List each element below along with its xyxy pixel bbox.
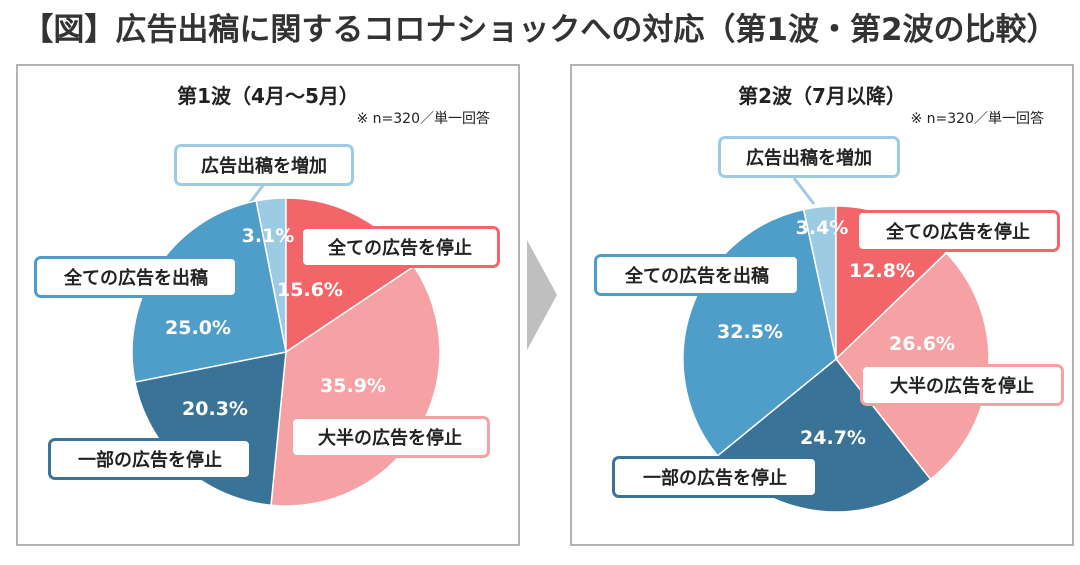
data-label-stop-most: 26.6% — [889, 333, 955, 355]
callout-connector — [792, 177, 816, 205]
page-title: 【図】広告出稿に関するコロナショックへの対応（第1波・第2波の比較） — [22, 12, 1058, 48]
sample-note: ※ n=320／単一回答 — [910, 111, 1044, 127]
legend-label-increase: 広告出稿を増加 — [718, 136, 900, 178]
chart-panel-wave-1: 第1波（4月～5月） ※ n=320／単一回答 広告出稿を増加 全ての広告を停止… — [16, 64, 520, 546]
legend-label-stop-some: 一部の広告を停止 — [612, 456, 818, 498]
data-label-all-placed: 32.5% — [717, 321, 783, 343]
data-label-increase: 3.4% — [795, 217, 849, 239]
legend-label-stop-most: 大半の広告を停止 — [290, 416, 490, 458]
chart-title: 第1波（4月～5月） — [177, 84, 359, 108]
legend-label-all-placed: 全ての広告を出稿 — [594, 254, 800, 296]
data-label-increase: 3.1% — [241, 225, 295, 247]
chart-panel-wave-2: 第2波（7月以降） ※ n=320／単一回答 広告出稿を増加 全ての広告を停止 … — [570, 64, 1074, 546]
legend-label-stop-all: 全ての広告を停止 — [856, 210, 1060, 252]
data-label-stop-most: 35.9% — [320, 375, 386, 397]
legend-label-stop-most: 大半の広告を停止 — [860, 364, 1064, 406]
legend-label-increase: 広告出稿を増加 — [174, 144, 354, 186]
legend-label-stop-some: 一部の広告を停止 — [48, 438, 252, 480]
comparison-arrow — [527, 240, 557, 350]
data-label-stop-some: 20.3% — [182, 398, 248, 420]
legend-label-all-placed: 全ての広告を出稿 — [34, 256, 238, 298]
data-label-stop-some: 24.7% — [800, 427, 866, 449]
chart-title: 第2波（7月以降） — [738, 84, 906, 108]
data-label-all-placed: 25.0% — [165, 317, 231, 339]
sample-note: ※ n=320／単一回答 — [356, 111, 490, 127]
data-label-stop-all: 15.6% — [277, 279, 343, 301]
legend-label-stop-all: 全ての広告を停止 — [300, 226, 500, 268]
data-label-stop-all: 12.8% — [849, 260, 915, 282]
